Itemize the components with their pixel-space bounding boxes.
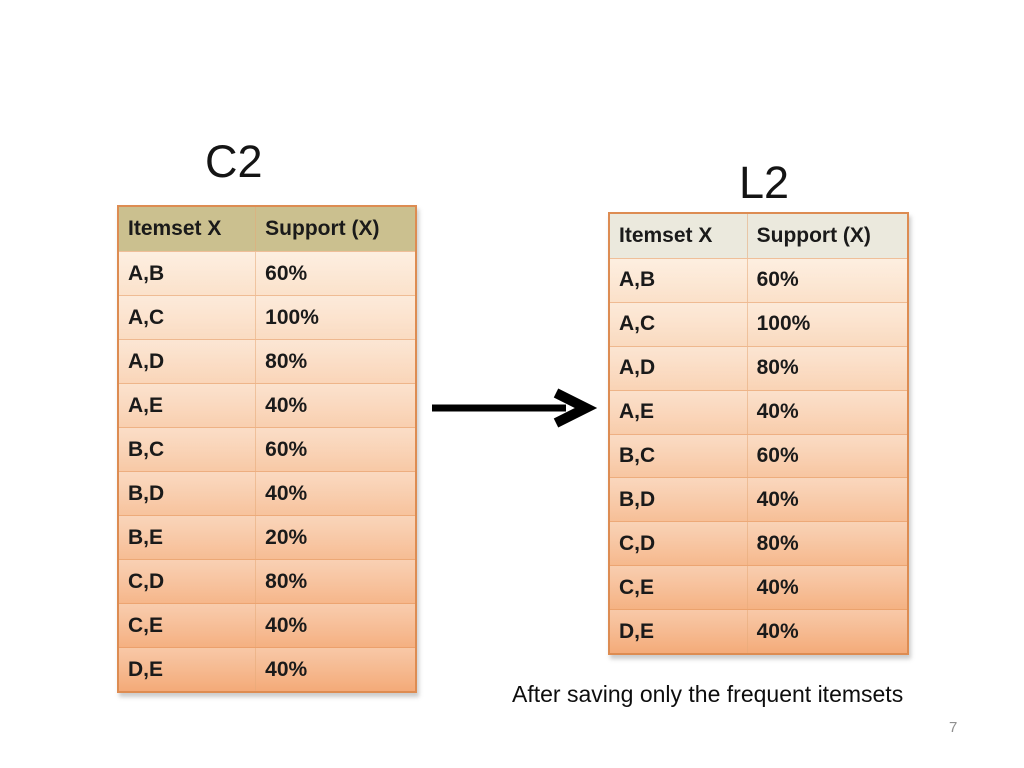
table-cell: 60%	[746, 434, 907, 478]
table-row: A,E 40%	[610, 389, 907, 434]
table-cell: 40%	[746, 390, 907, 434]
table-cell: A,E	[128, 393, 164, 417]
table-cell: 40%	[746, 610, 907, 654]
c2-table-title: C2	[205, 136, 263, 187]
table-cell: 80%	[746, 522, 907, 566]
table-cell: 40%	[746, 478, 907, 522]
table-row: A,D 80%	[610, 345, 907, 390]
table-row: A,B 60%	[119, 251, 415, 295]
table-row: C,D 80%	[119, 559, 415, 603]
table-row: B,E 20%	[119, 515, 415, 559]
table-row: A,C 100%	[610, 301, 907, 346]
column-header: Itemset X	[619, 224, 713, 247]
table-cell: A,B	[619, 268, 656, 292]
table-cell: 40%	[255, 604, 415, 647]
table-row: D,E 40%	[119, 647, 415, 691]
table-cell: D,E	[128, 657, 164, 681]
table-cell: 80%	[255, 560, 415, 603]
table-cell: A,C	[128, 305, 165, 329]
right-arrow-icon	[428, 386, 598, 435]
table-row: B,D 40%	[610, 477, 907, 522]
table-header-row: Itemset X Support (X)	[119, 207, 415, 251]
table-cell: 60%	[255, 252, 415, 295]
table-cell: C,D	[128, 569, 165, 593]
table-row: A,E 40%	[119, 383, 415, 427]
table-cell: 60%	[255, 428, 415, 471]
column-header: Itemset X	[128, 217, 222, 240]
table-cell: 100%	[255, 296, 415, 339]
table-cell: A,C	[619, 312, 656, 336]
table-cell: 40%	[746, 566, 907, 610]
table-cell: A,B	[128, 261, 165, 285]
caption-text: After saving only the frequent itemsets	[512, 681, 904, 707]
table-cell: C,E	[619, 575, 655, 599]
table-row: C,E 40%	[610, 565, 907, 610]
table-row: B,C 60%	[610, 433, 907, 478]
c2-table: Itemset X Support (X) A,B 60% A,C 100% A,D 80% A…	[117, 205, 417, 693]
table-cell: B,D	[619, 487, 656, 511]
table-cell: A,D	[128, 349, 165, 373]
table-cell: 80%	[255, 340, 415, 383]
table-cell: 40%	[255, 384, 415, 427]
table-row: C,E 40%	[119, 603, 415, 647]
table-cell: 100%	[746, 302, 907, 346]
table-row: A,D 80%	[119, 339, 415, 383]
table-cell: C,D	[619, 531, 656, 555]
table-row: B,C 60%	[119, 427, 415, 471]
table-cell: C,E	[128, 613, 164, 637]
table-cell: D,E	[619, 619, 655, 643]
table-header-row: Itemset X Support (X)	[610, 214, 907, 258]
table-row: C,D 80%	[610, 521, 907, 566]
l2-table-title: L2	[739, 157, 790, 208]
table-cell: 60%	[746, 259, 907, 302]
table-row: B,D 40%	[119, 471, 415, 515]
table-cell: B,C	[128, 437, 165, 461]
table-cell: B,D	[128, 481, 165, 505]
table-cell: B,C	[619, 444, 656, 467]
table-cell: 20%	[255, 516, 415, 559]
table-cell: A,E	[619, 400, 655, 424]
column-header: Support (X)	[746, 214, 907, 258]
table-cell: B,E	[128, 525, 164, 549]
table-cell: 80%	[746, 346, 907, 390]
column-header: Support (X)	[255, 207, 415, 251]
page-number: 7	[949, 719, 958, 736]
table-row: A,C 100%	[119, 295, 415, 339]
table-row: D,E 40%	[610, 609, 907, 654]
table-row: A,B 60%	[610, 258, 907, 302]
table-cell: 40%	[255, 472, 415, 515]
table-cell: A,D	[619, 356, 656, 380]
table-cell: 40%	[255, 648, 415, 691]
l2-table: Itemset X Support (X) A,B 60% A,C 100% A,D 80% A…	[608, 212, 909, 655]
